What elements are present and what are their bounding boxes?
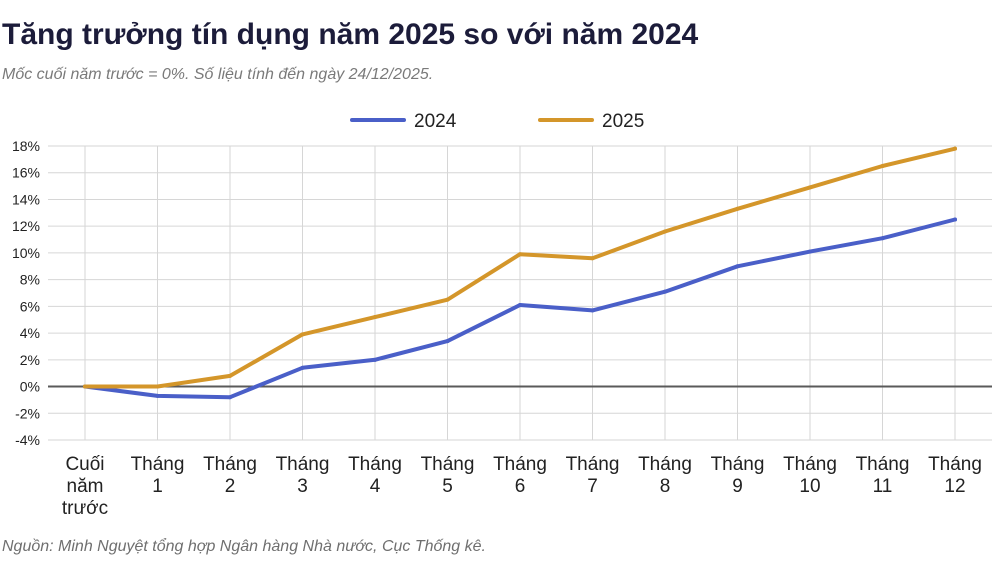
x-tick-label-line: 12 [944,476,965,497]
x-tick-label-line: Cuối [65,454,104,475]
x-tick-label-line: Tháng [421,454,475,475]
data-point-2025 [880,164,885,169]
data-point-2024 [808,249,812,254]
y-tick-label: 18% [12,138,40,154]
y-tick-label: 2% [20,352,40,368]
data-point-2025 [663,229,667,234]
x-tick-label-line: Tháng [276,454,330,475]
chart-title: Tăng trưởng tín dụng năm 2025 so với năm… [2,18,699,51]
data-point-2025 [300,332,305,337]
data-point-2024 [373,357,377,362]
data-point-2025 [228,373,232,378]
data-point-2025 [373,315,377,320]
x-tick-label-line: 6 [515,476,526,497]
x-tick-label-line: 2 [225,476,236,497]
data-point-2025 [808,185,812,190]
y-tick-label: 10% [12,245,40,261]
y-tick-label: 14% [12,191,40,207]
x-tick-label-line: Tháng [203,454,257,475]
x-tick-label-line: 3 [297,476,308,497]
x-tick-label-line: Tháng [711,454,765,475]
series-lines [83,146,957,400]
x-tick-label-line: Tháng [783,454,837,475]
data-point-2025 [590,256,595,261]
x-tick-label: Tháng 8 [638,454,692,497]
data-point-2024 [663,289,667,294]
x-tick-label-line: Tháng [493,454,547,475]
data-point-2025 [518,252,522,257]
y-tick-label: 12% [12,218,40,234]
x-tick-label-line: Tháng [348,454,402,475]
chart-subtitle: Mốc cuối năm trước = 0%. Số liệu tính đế… [2,66,434,83]
y-tick-label: 8% [20,272,40,288]
y-tick-label: -4% [15,432,40,448]
x-tick-label: Tháng 7 [566,454,620,497]
x-tick-label-line: Tháng [131,454,185,475]
y-tick-label: -2% [15,405,40,421]
data-point-2025 [735,206,740,211]
x-tick-label-line: 10 [799,476,820,497]
data-point-2024 [590,308,595,313]
data-point-2024 [228,395,232,400]
x-tick-label-line: Tháng [566,454,620,475]
data-point-2025 [155,384,160,389]
data-point-2024 [953,217,957,222]
y-tick-label: 16% [12,165,40,181]
x-tick-label: Tháng 12 [928,454,982,497]
data-point-2024 [880,236,885,241]
y-axis-ticks: -4% -2% 0% 2% 4% 6% 8% 10% 12% 14% 16% 18% [12,138,40,448]
legend-label-2025: 2025 [602,111,644,132]
x-tick-label-line: năm [67,476,104,497]
x-tick-label: Tháng 4 [348,454,402,497]
x-tick-label-line: 5 [442,476,453,497]
x-tick-label-line: 11 [873,476,893,497]
y-tick-label: 4% [20,325,40,341]
x-tick-label-line: 7 [587,476,598,497]
y-tick-label: 0% [20,379,40,395]
x-tick-label: Tháng 1 [131,454,185,497]
x-tick-label: Tháng 10 [783,454,837,497]
x-tick-label: Tháng 6 [493,454,547,497]
x-tick-label-line: Tháng [928,454,982,475]
x-tick-label-line: 9 [732,476,743,497]
data-point-2024 [735,264,740,269]
x-tick-label-line: 1 [152,476,163,497]
grid [48,145,992,441]
x-tick-label: Tháng 9 [711,454,765,497]
data-point-2025 [445,297,450,302]
x-tick-label-line: 8 [660,476,671,497]
data-point-2024 [300,365,305,370]
x-tick-label-line: Tháng [856,454,910,475]
data-point-2025 [953,146,957,151]
legend-label-2024: 2024 [414,111,457,132]
legend: 2024 2025 [350,111,644,132]
x-tick-label-line: trước [62,498,108,519]
x-tick-label: Tháng 11 [856,454,910,497]
data-point-2025 [83,384,87,389]
data-point-2024 [155,393,160,398]
chart-source: Nguồn: Minh Nguyệt tổng hợp Ngân hàng Nh… [2,538,486,555]
x-tick-label-line: 4 [370,476,381,497]
x-tick-label: Tháng 2 [203,454,257,497]
y-tick-label: 6% [20,298,40,314]
data-point-2024 [445,339,450,344]
x-tick-label: Tháng 5 [421,454,475,497]
data-point-2024 [518,303,522,308]
x-tick-label-line: Tháng [638,454,692,475]
x-tick-label: Tháng 3 [276,454,330,497]
x-tick-label: Cuối năm trước [62,454,108,519]
